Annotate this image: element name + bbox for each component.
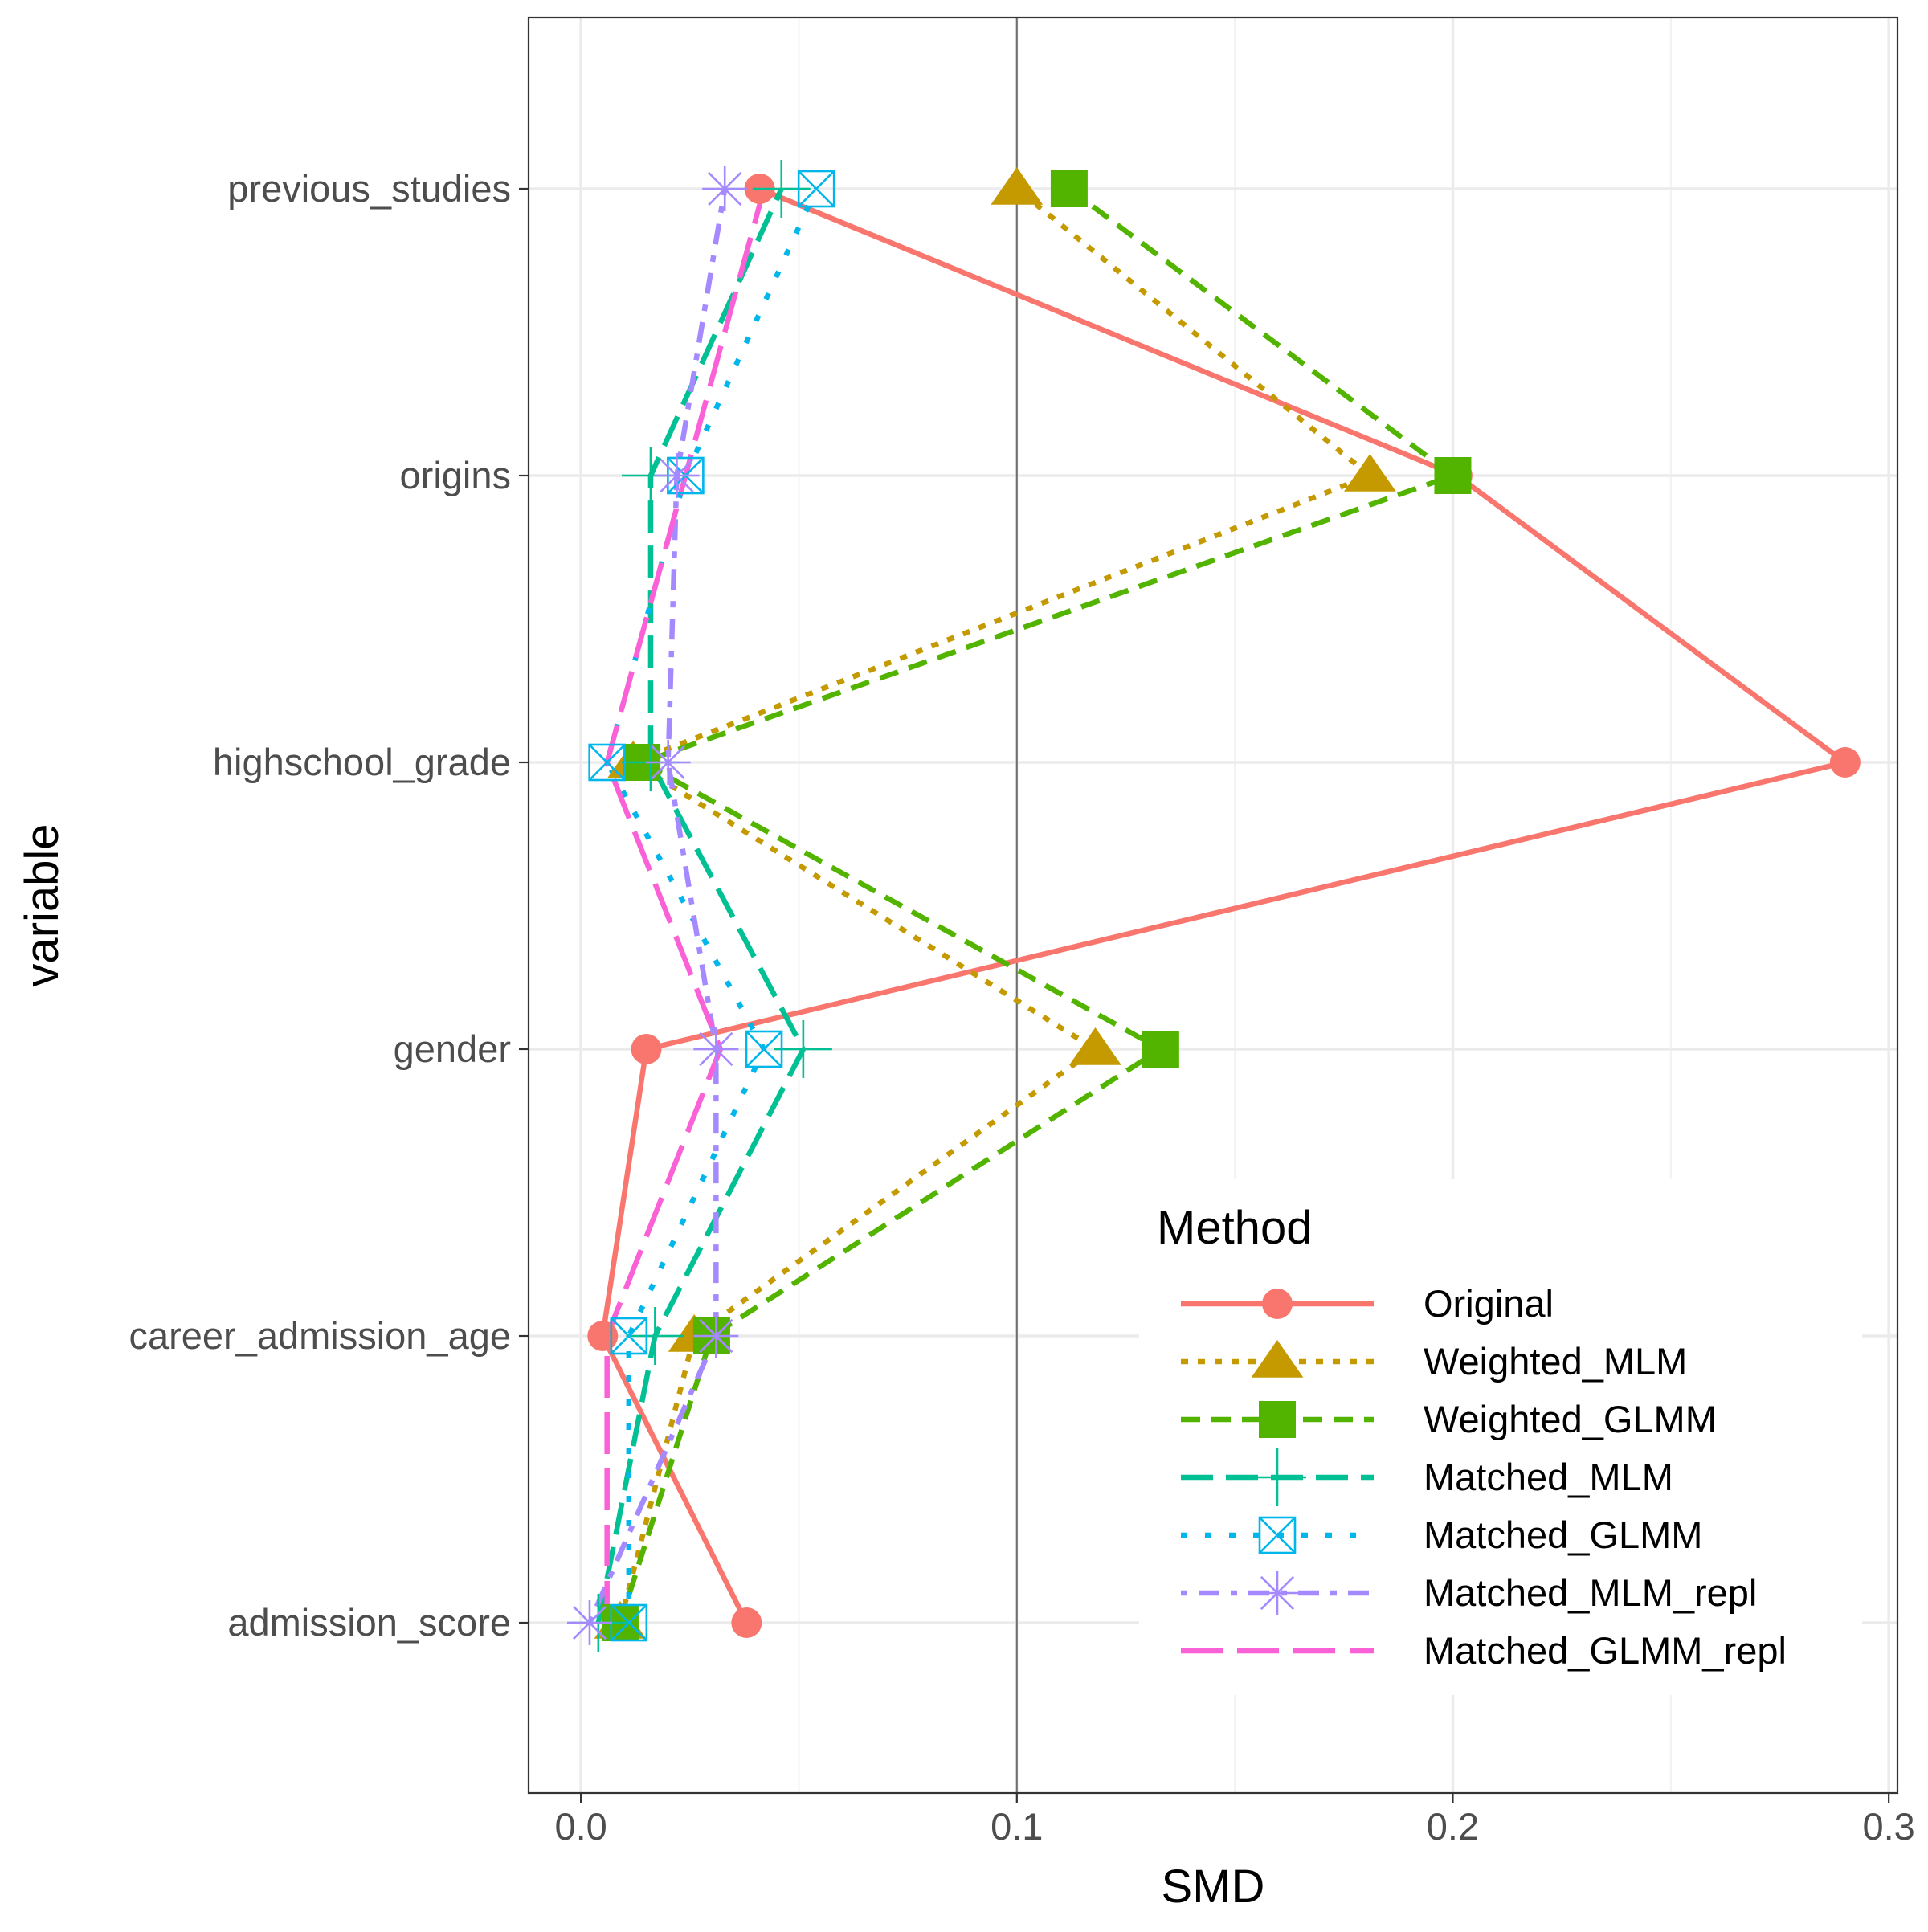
legend-label-matched-mlm: Matched_MLM — [1424, 1456, 1673, 1498]
point-matched-glmm-previous-studies — [797, 170, 835, 208]
point-matched-glmm-highschool-grade — [588, 743, 626, 782]
x-tick-label: 0.0 — [554, 1805, 607, 1848]
x-tick-label: 0.3 — [1862, 1805, 1914, 1848]
axes-layer: 0.0 0.1 0.2 0.3 admission_score career_admiss… — [16, 16, 1915, 1913]
legend-label-weighted-glmm: Weighted_GLMM — [1424, 1398, 1717, 1440]
legend-marker-original — [1262, 1289, 1293, 1319]
legend-title: Method — [1157, 1202, 1312, 1254]
series-line-matched-mlm — [595, 187, 807, 1624]
point-weighted-glmm-gender — [1142, 1031, 1179, 1068]
point-weighted-glmm-origins — [1434, 457, 1472, 494]
legend-marker-matched-mlm-repl — [1255, 1571, 1300, 1615]
series-line-weighted-mlm — [617, 186, 1373, 1624]
point-original-admission-score — [731, 1607, 762, 1638]
legend-marker-weighted-mlm — [1251, 1340, 1304, 1378]
series-line-weighted-glmm — [617, 186, 1456, 1624]
point-matched-mlm-career-admission-age — [626, 1307, 684, 1365]
y-tick-label: admission_score — [227, 1601, 511, 1644]
y-tick-label: highschool_grade — [213, 741, 511, 783]
series-line-original — [600, 186, 1848, 1624]
legend-item-weighted-glmm: Weighted_GLMM — [1181, 1398, 1717, 1440]
legend-label-matched-mlm-repl: Matched_MLM_repl — [1424, 1571, 1757, 1614]
legend-item-matched-glmm-repl: Matched_GLMM_repl — [1181, 1629, 1787, 1672]
legend-marker-weighted-glmm — [1259, 1401, 1296, 1438]
x-axis-title: SMD — [1162, 1861, 1265, 1913]
legend-marker-matched-mlm — [1248, 1448, 1306, 1506]
point-matched-mlm-repl-highschool-grade — [645, 740, 691, 785]
legend-item-matched-mlm-repl: Matched_MLM_repl — [1181, 1571, 1757, 1615]
point-matched-mlm-repl-origins — [654, 453, 700, 498]
point-original-career-admission-age — [587, 1321, 619, 1351]
point-matched-mlm-gender — [774, 1020, 832, 1078]
point-weighted-mlm-previous-studies — [991, 167, 1044, 205]
point-original-gender — [631, 1034, 662, 1064]
y-axis-title: variable — [16, 823, 68, 986]
legend-label-original: Original — [1424, 1282, 1554, 1325]
legend-label-matched-glmm: Matched_GLMM — [1424, 1513, 1702, 1556]
x-tick-label: 0.2 — [1427, 1805, 1479, 1848]
legend-item-matched-mlm: Matched_MLM — [1181, 1448, 1673, 1506]
legend-marker-matched-glmm — [1258, 1516, 1297, 1554]
point-weighted-mlm-origins — [1343, 454, 1396, 492]
legend-item-original: Original — [1181, 1282, 1554, 1325]
legend-label-weighted-mlm: Weighted_MLM — [1424, 1340, 1687, 1383]
point-matched-glmm-career-admission-age — [610, 1317, 648, 1355]
point-matched-mlm-previous-studies — [752, 160, 811, 218]
point-weighted-mlm-gender — [1069, 1027, 1121, 1065]
point-matched-mlm-repl-previous-studies — [702, 166, 748, 211]
series-line-matched-mlm-repl — [587, 188, 728, 1624]
series-line-matched-glmm-repl — [604, 188, 767, 1623]
y-tick-label: previous_studies — [227, 167, 511, 210]
point-original-highschool-grade — [1829, 747, 1861, 778]
series-layer — [566, 160, 1861, 1652]
legend-label-matched-glmm-repl: Matched_GLMM_repl — [1424, 1629, 1787, 1672]
point-matched-mlm-repl-career-admission-age — [693, 1313, 739, 1358]
point-weighted-glmm-previous-studies — [1050, 170, 1088, 207]
point-matched-glmm-gender — [745, 1030, 783, 1068]
legend-item-weighted-mlm: Weighted_MLM — [1181, 1340, 1687, 1383]
y-tick-label: career_admission_age — [129, 1314, 511, 1357]
y-tick-label: origins — [400, 454, 511, 496]
panel-border — [527, 16, 1899, 1795]
point-matched-mlm-repl-admission-score — [566, 1600, 612, 1645]
legend-item-matched-glmm: Matched_GLMM — [1181, 1513, 1702, 1556]
point-matched-mlm-repl-gender — [693, 1027, 739, 1072]
series-line-matched-glmm — [604, 187, 819, 1623]
y-tick-label: gender — [394, 1027, 511, 1070]
legend: Method Original Weighted_MLM Weighted_GLMM M… — [1139, 1179, 1862, 1695]
x-tick-label: 0.1 — [991, 1805, 1043, 1848]
